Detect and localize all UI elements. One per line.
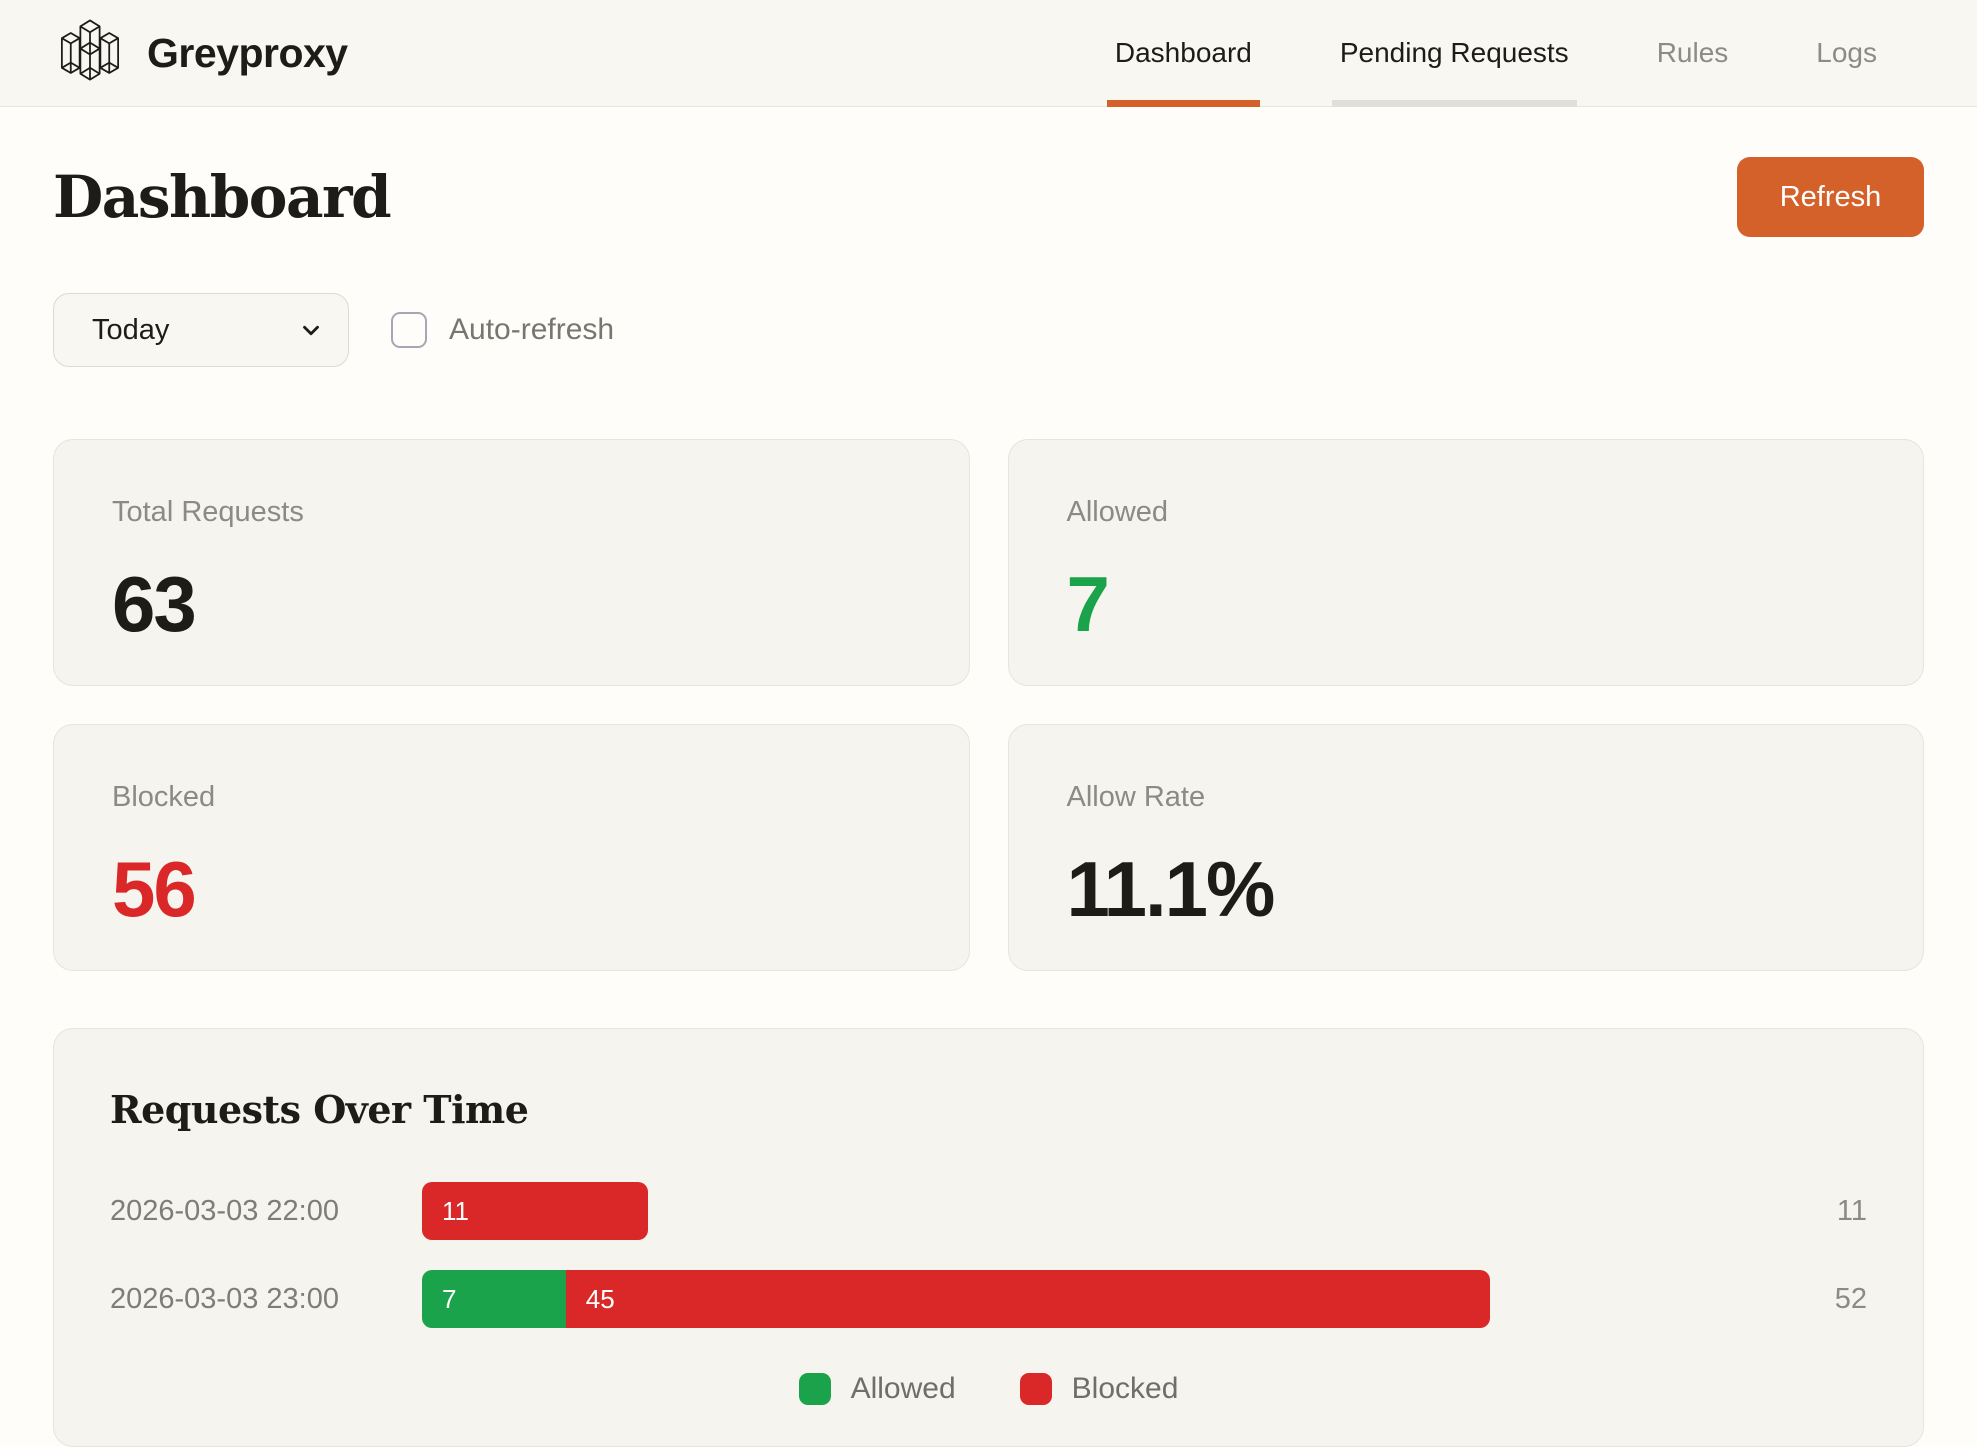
- bar-segment-blocked: 45: [565, 1270, 1490, 1328]
- legend-item-allowed: Allowed: [798, 1372, 956, 1406]
- stat-card-blocked: Blocked 56: [53, 724, 970, 971]
- time-range-select[interactable]: Today: [53, 293, 349, 367]
- app-header: Greyproxy Dashboard Pending Requests Rul…: [0, 0, 1977, 107]
- stats-grid: Total Requests 63 Allowed 7 Blocked 56 A…: [53, 439, 1924, 971]
- bar-segment-value: 11: [442, 1195, 469, 1226]
- legend-label: Allowed: [850, 1372, 956, 1405]
- tab-pending-requests[interactable]: Pending Requests: [1296, 0, 1613, 107]
- chevron-down-icon: [298, 317, 324, 343]
- stat-label: Total Requests: [112, 496, 304, 528]
- chart-legend: Allowed Blocked: [110, 1372, 1867, 1406]
- brand: Greyproxy: [53, 16, 348, 90]
- legend-item-blocked: Blocked: [1019, 1372, 1179, 1406]
- chart-row: 2026-03-03 23:00 7 45 52: [110, 1270, 1867, 1328]
- stat-value: 11.1%: [1066, 845, 1276, 933]
- controls-row: Today Auto-refresh: [53, 293, 1924, 367]
- stat-card-allowed: Allowed 7: [1007, 439, 1924, 686]
- stat-value: 63: [112, 560, 197, 648]
- time-range-value: Today: [92, 313, 170, 346]
- main-nav: Dashboard Pending Requests Rules Logs: [1071, 0, 1921, 107]
- auto-refresh-label[interactable]: Auto-refresh: [449, 313, 615, 346]
- stat-card-total-requests: Total Requests 63: [53, 439, 970, 686]
- page-head: Dashboard Refresh: [53, 157, 1924, 237]
- brand-name: Greyproxy: [147, 29, 348, 76]
- chart-rows: 2026-03-03 22:00 11 11 2026-03-03 23:00 7 45 5…: [110, 1182, 1867, 1328]
- stat-card-allow-rate: Allow Rate 11.1%: [1007, 724, 1924, 971]
- bar-segment-allowed: 7: [422, 1270, 566, 1328]
- auto-refresh-control: Auto-refresh: [391, 312, 614, 348]
- stat-value: 7: [1066, 560, 1110, 648]
- chart-bar-track: 11: [422, 1182, 1791, 1240]
- stat-label: Allowed: [1066, 496, 1169, 528]
- auto-refresh-checkbox[interactable]: [391, 312, 427, 348]
- bar-segment-blocked: 11: [422, 1182, 648, 1240]
- tab-logs[interactable]: Logs: [1816, 37, 1877, 68]
- stat-label: Blocked: [112, 781, 216, 813]
- stat-value: 56: [112, 845, 197, 933]
- bar-segment-value: 7: [442, 1283, 457, 1314]
- chart-row-time-label: 2026-03-03 23:00: [110, 1282, 339, 1315]
- requests-over-time-card: Requests Over Time 2026-03-03 22:00 11 11 2…: [53, 1028, 1924, 1447]
- tab-dashboard[interactable]: Dashboard: [1071, 0, 1296, 107]
- chart-row-total: 52: [1834, 1282, 1867, 1315]
- dashboard-page: Dashboard Refresh Today Auto-refresh Tot…: [0, 157, 1977, 1447]
- chart-row: 2026-03-03 22:00 11 11: [110, 1182, 1867, 1240]
- legend-label: Blocked: [1071, 1372, 1179, 1405]
- chart-title: Requests Over Time: [110, 1087, 529, 1132]
- stat-label: Allow Rate: [1066, 781, 1206, 813]
- chart-row-total: 11: [1836, 1194, 1867, 1227]
- page-title: Dashboard: [53, 162, 392, 231]
- allowed-swatch-icon: [798, 1373, 831, 1405]
- logo-icon: [53, 16, 127, 90]
- tab-rules[interactable]: Rules: [1656, 37, 1729, 68]
- chart-row-time-label: 2026-03-03 22:00: [110, 1194, 339, 1227]
- refresh-button[interactable]: Refresh: [1737, 157, 1924, 237]
- chart-bar-track: 7 45: [422, 1270, 1791, 1328]
- blocked-swatch-icon: [1019, 1373, 1052, 1405]
- bar-segment-value: 45: [585, 1283, 615, 1314]
